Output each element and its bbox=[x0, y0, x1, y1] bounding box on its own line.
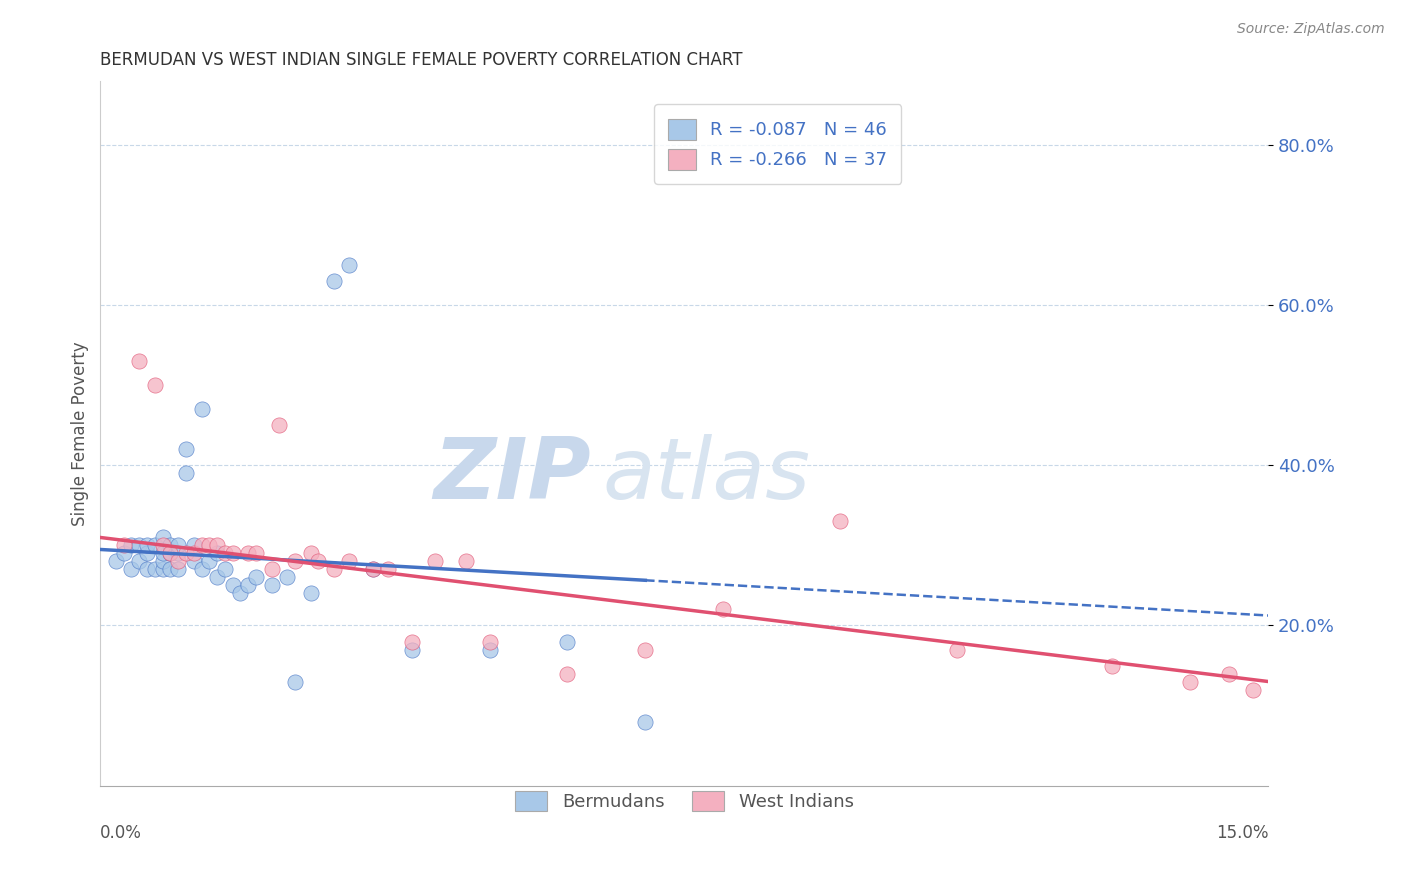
Point bbox=[322, 562, 344, 576]
Point bbox=[205, 539, 228, 553]
Point bbox=[401, 642, 423, 657]
Point bbox=[634, 714, 657, 729]
Point bbox=[143, 539, 166, 553]
Point bbox=[214, 546, 236, 560]
Point bbox=[198, 554, 221, 568]
Point bbox=[307, 554, 329, 568]
Point bbox=[238, 546, 260, 560]
Point bbox=[284, 554, 307, 568]
Y-axis label: Single Female Poverty: Single Female Poverty bbox=[72, 341, 89, 525]
Point bbox=[828, 515, 851, 529]
Point bbox=[377, 562, 399, 576]
Point bbox=[557, 666, 579, 681]
Point bbox=[183, 554, 205, 568]
Point bbox=[143, 562, 166, 576]
Point bbox=[557, 634, 579, 648]
Point bbox=[112, 546, 135, 560]
Point bbox=[456, 554, 478, 568]
Point bbox=[174, 442, 197, 457]
Point bbox=[152, 539, 174, 553]
Point bbox=[174, 467, 197, 481]
Point bbox=[260, 562, 283, 576]
Point bbox=[104, 554, 127, 568]
Point bbox=[945, 642, 967, 657]
Point bbox=[167, 554, 190, 568]
Point bbox=[299, 586, 322, 600]
Point bbox=[159, 546, 181, 560]
Point bbox=[222, 546, 245, 560]
Point bbox=[238, 578, 260, 592]
Point bbox=[190, 402, 212, 417]
Text: 15.0%: 15.0% bbox=[1216, 824, 1268, 842]
Point bbox=[322, 274, 344, 288]
Point bbox=[159, 546, 181, 560]
Text: atlas: atlas bbox=[603, 434, 810, 517]
Point bbox=[299, 546, 322, 560]
Point bbox=[136, 562, 159, 576]
Point bbox=[1241, 682, 1264, 697]
Point bbox=[159, 539, 181, 553]
Point bbox=[121, 539, 143, 553]
Point bbox=[339, 554, 361, 568]
Point bbox=[190, 539, 212, 553]
Point bbox=[401, 634, 423, 648]
Point bbox=[269, 418, 291, 433]
Point bbox=[152, 554, 174, 568]
Point bbox=[121, 562, 143, 576]
Point bbox=[214, 562, 236, 576]
Point bbox=[222, 578, 245, 592]
Point bbox=[136, 546, 159, 560]
Point bbox=[183, 546, 205, 560]
Point bbox=[128, 539, 150, 553]
Point bbox=[634, 642, 657, 657]
Point bbox=[205, 570, 228, 584]
Point bbox=[245, 570, 267, 584]
Point bbox=[205, 546, 228, 560]
Point bbox=[478, 634, 501, 648]
Point bbox=[198, 539, 221, 553]
Point bbox=[423, 554, 446, 568]
Point bbox=[128, 554, 150, 568]
Point bbox=[276, 570, 298, 584]
Point bbox=[245, 546, 267, 560]
Text: 0.0%: 0.0% bbox=[100, 824, 142, 842]
Point bbox=[1101, 658, 1123, 673]
Text: Source: ZipAtlas.com: Source: ZipAtlas.com bbox=[1237, 22, 1385, 37]
Point bbox=[167, 562, 190, 576]
Point bbox=[174, 546, 197, 560]
Point bbox=[152, 546, 174, 560]
Point bbox=[136, 539, 159, 553]
Text: BERMUDAN VS WEST INDIAN SINGLE FEMALE POVERTY CORRELATION CHART: BERMUDAN VS WEST INDIAN SINGLE FEMALE PO… bbox=[100, 51, 742, 69]
Point bbox=[152, 531, 174, 545]
Point bbox=[361, 562, 384, 576]
Point bbox=[167, 546, 190, 560]
Point bbox=[152, 562, 174, 576]
Point bbox=[478, 642, 501, 657]
Point bbox=[1180, 674, 1202, 689]
Point bbox=[128, 354, 150, 368]
Text: ZIP: ZIP bbox=[433, 434, 591, 517]
Point bbox=[159, 562, 181, 576]
Point bbox=[190, 562, 212, 576]
Point bbox=[1218, 666, 1240, 681]
Point bbox=[167, 539, 190, 553]
Point bbox=[112, 539, 135, 553]
Point bbox=[229, 586, 252, 600]
Point bbox=[361, 562, 384, 576]
Point bbox=[260, 578, 283, 592]
Point bbox=[284, 674, 307, 689]
Point bbox=[183, 539, 205, 553]
Point bbox=[143, 378, 166, 392]
Point bbox=[339, 259, 361, 273]
Point bbox=[711, 602, 734, 616]
Legend: Bermudans, West Indians: Bermudans, West Indians bbox=[501, 776, 868, 826]
